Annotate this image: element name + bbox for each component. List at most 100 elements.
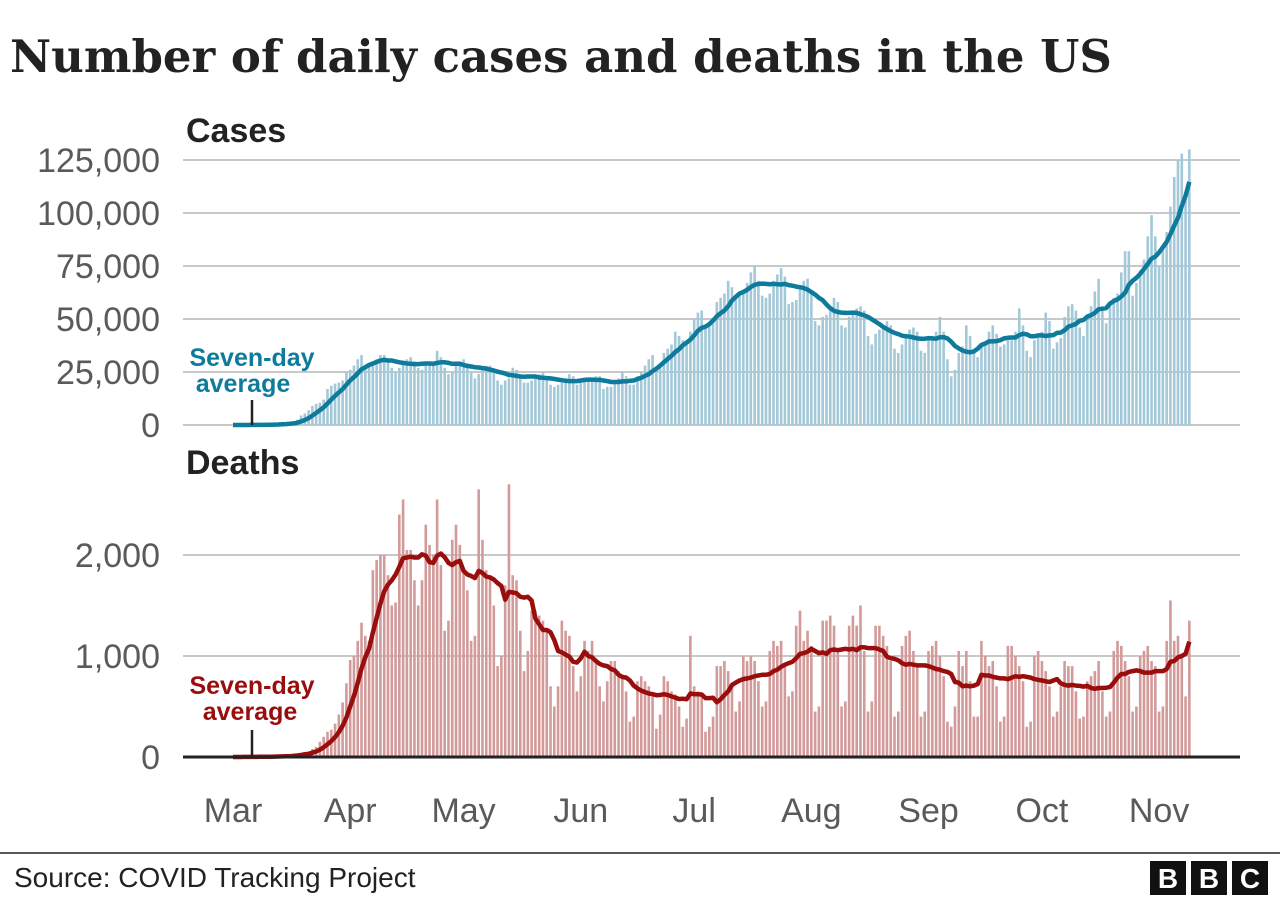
deaths-gridlines (183, 554, 1240, 657)
deaths-bar (938, 656, 942, 757)
deaths-bar (1150, 661, 1153, 757)
deaths-bar (658, 714, 662, 757)
cases-bar (828, 306, 832, 425)
cases-bar (367, 365, 371, 425)
cases-bar (791, 302, 794, 425)
deaths-bar (356, 640, 360, 757)
deaths-bar (1055, 711, 1059, 757)
deaths-bar (530, 610, 533, 757)
cases-bar (1048, 321, 1051, 425)
cases-bar (844, 327, 847, 425)
deaths-bar (522, 671, 526, 757)
cases-bar (749, 272, 753, 425)
deaths-bar (919, 716, 923, 757)
x-tick-label: Mar (204, 792, 263, 830)
cases-bar (333, 383, 337, 425)
cases-bars (231, 149, 1191, 425)
deaths-bar (881, 635, 885, 757)
cases-bar (1165, 232, 1168, 425)
deaths-bar (518, 630, 522, 757)
deaths-bar (541, 620, 545, 757)
cases-bar (987, 331, 991, 425)
cases-bar (734, 297, 738, 425)
deaths-bar (783, 666, 787, 757)
cases-bar (726, 280, 730, 425)
cases-annotation-line1: Seven-day (189, 344, 314, 372)
deaths-bar (707, 726, 711, 757)
deaths-bar (1029, 721, 1032, 757)
cases-y-tick-label: 125,000 (37, 142, 160, 180)
deaths-bar (394, 602, 397, 757)
cases-bar (881, 327, 885, 425)
deaths-bar (1188, 620, 1191, 757)
cases-bar (696, 312, 700, 425)
cases-bar (817, 325, 821, 425)
cases-bar (507, 378, 511, 425)
deaths-bar (1165, 640, 1168, 757)
deaths-bar (636, 681, 639, 757)
deaths-bar (621, 676, 624, 757)
cases-bar (556, 384, 560, 425)
deaths-y-tick-label: 0 (141, 739, 160, 777)
cases-bar (1135, 282, 1138, 425)
deaths-bar (1138, 656, 1142, 757)
cases-bar (322, 399, 326, 425)
deaths-bar (1089, 676, 1093, 757)
deaths-bar (1101, 691, 1104, 757)
deaths-bar (360, 622, 363, 757)
cases-y-tick-label: 50,000 (56, 301, 160, 339)
deaths-bar (526, 650, 530, 757)
x-tick-label: Oct (1015, 792, 1068, 830)
cases-bar (662, 352, 666, 425)
cases-bar (915, 331, 919, 425)
cases-bar (700, 310, 704, 425)
cases-bar (594, 376, 598, 425)
deaths-bar (931, 645, 934, 757)
deaths-bar (1120, 645, 1123, 757)
cases-bar (1093, 291, 1097, 425)
deaths-bar (1104, 716, 1108, 757)
deaths-bar (810, 645, 813, 757)
cases-bar (927, 340, 930, 425)
cases-bar (443, 367, 446, 425)
cases-bar (719, 297, 722, 425)
cases-bar (692, 319, 696, 425)
deaths-bar (605, 681, 609, 757)
deaths-bar (1112, 650, 1116, 757)
deaths-bar (749, 656, 753, 757)
deaths-bar (817, 706, 821, 757)
deaths-bar (874, 625, 877, 757)
deaths-bar (503, 585, 507, 757)
cases-bar (337, 382, 341, 425)
deaths-y-tick-label: 1,000 (75, 638, 160, 676)
deaths-bar (915, 666, 919, 757)
deaths-bar (537, 615, 541, 757)
deaths-bar (477, 489, 480, 757)
cases-y-tick-label: 75,000 (56, 248, 160, 286)
deaths-bar (923, 711, 927, 757)
deaths-bar (1161, 706, 1165, 757)
cases-bar (435, 350, 439, 425)
cases-bar (579, 382, 583, 425)
deaths-bar (904, 635, 908, 757)
deaths-bar (390, 605, 394, 757)
cases-bar (870, 344, 874, 425)
deaths-bar (1036, 650, 1040, 757)
cases-bar (1131, 295, 1134, 425)
deaths-bar (1006, 645, 1010, 757)
cases-bar (783, 276, 787, 425)
cases-bar (658, 363, 662, 425)
deaths-bar (1085, 681, 1089, 757)
cases-bar (715, 302, 719, 425)
deaths-y-tick-label: 2,000 (75, 537, 160, 575)
cases-y-axis: 0 25,000 50,000 75,000 100,000 125,000 (37, 142, 160, 445)
svg-text:B: B (1158, 863, 1178, 894)
cases-bar (1044, 312, 1047, 425)
cases-bar (428, 363, 431, 425)
cases-bar (938, 316, 942, 425)
x-tick-label: Nov (1129, 792, 1189, 830)
cases-bar (632, 384, 635, 425)
deaths-bar (757, 681, 760, 757)
x-tick-label: May (431, 792, 495, 830)
cases-bar (326, 388, 329, 425)
